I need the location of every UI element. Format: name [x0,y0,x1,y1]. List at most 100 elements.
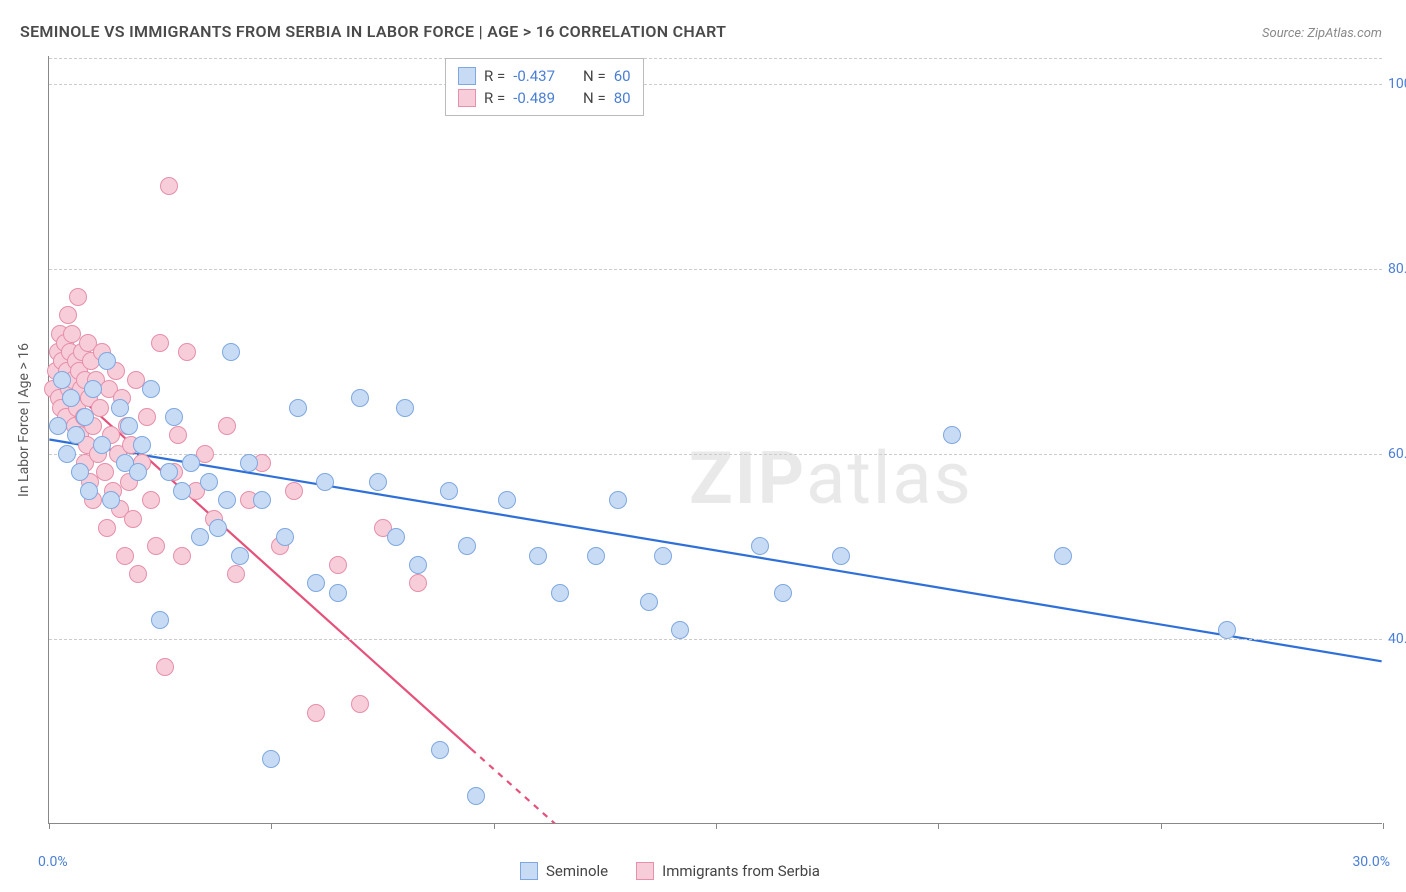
scatter-point-seminole [165,408,183,426]
legend-swatch-seminole-2 [520,862,538,880]
scatter-point-seminole [467,787,485,805]
scatter-point-seminole [387,528,405,546]
scatter-point-serbia [156,658,174,676]
scatter-point-seminole [498,491,516,509]
x-tick [938,823,939,829]
scatter-point-seminole [458,537,476,555]
scatter-point-seminole [240,454,258,472]
scatter-point-seminole [351,389,369,407]
scatter-point-seminole [80,482,98,500]
scatter-point-seminole [431,741,449,759]
scatter-point-seminole [182,454,200,472]
scatter-point-serbia [409,574,427,592]
scatter-point-seminole [231,547,249,565]
scatter-point-seminole [84,380,102,398]
watermark: ZIPatlas [689,436,973,521]
legend-r-serbia: -0.489 [513,89,555,107]
scatter-point-seminole [209,519,227,537]
legend-r-label-2: R = [484,89,505,107]
scatter-point-serbia [59,306,77,324]
scatter-point-seminole [160,463,178,481]
scatter-point-seminole [409,556,427,574]
scatter-point-seminole [142,380,160,398]
scatter-point-seminole [111,399,129,417]
legend-r-label: R = [484,67,505,85]
scatter-point-seminole [529,547,547,565]
scatter-point-serbia [329,556,347,574]
scatter-point-seminole [253,491,271,509]
scatter-point-seminole [191,528,209,546]
scatter-point-seminole [832,547,850,565]
scatter-point-seminole [71,463,89,481]
x-tick [716,823,717,829]
scatter-point-serbia [178,343,196,361]
legend-n-label: N = [583,67,606,85]
scatter-point-seminole [120,417,138,435]
scatter-point-serbia [124,510,142,528]
plot-area: ZIPatlas 40.0%60.0%80.0%100.0% [48,56,1382,824]
y-tick-label: 80.0% [1388,261,1406,277]
regression-line [471,749,626,823]
legend-n-serbia: 80 [614,89,631,107]
legend-swatch-seminole [458,67,476,85]
scatter-point-seminole [49,417,67,435]
legend-correlation: R = -0.437 N = 60 R = -0.489 N = 80 [445,58,644,116]
legend-series: Seminole Immigrants from Serbia [520,862,820,880]
scatter-point-seminole [587,547,605,565]
chart-title: SEMINOLE VS IMMIGRANTS FROM SERBIA IN LA… [20,22,726,41]
scatter-point-seminole [329,584,347,602]
scatter-point-seminole [671,621,689,639]
scatter-point-seminole [76,408,94,426]
watermark-atlas: atlas [806,436,973,521]
grid-line [49,639,1382,640]
y-tick-label: 40.0% [1388,631,1406,647]
scatter-point-seminole [53,371,71,389]
scatter-point-seminole [369,473,387,491]
legend-label-serbia: Immigrants from Serbia [662,862,820,880]
scatter-point-serbia [218,417,236,435]
scatter-point-seminole [943,426,961,444]
scatter-point-seminole [173,482,191,500]
legend-row-serbia: R = -0.489 N = 80 [458,87,631,109]
scatter-point-serbia [91,399,109,417]
scatter-point-serbia [142,491,160,509]
scatter-point-seminole [62,389,80,407]
legend-n-label-2: N = [583,89,606,107]
scatter-point-seminole [133,436,151,454]
grid-line [49,84,1382,85]
x-tick [271,823,272,829]
scatter-point-seminole [751,537,769,555]
scatter-point-seminole [1218,621,1236,639]
y-tick-label: 100.0% [1388,76,1406,92]
scatter-point-seminole [200,473,218,491]
x-tick [49,823,50,829]
regression-line [49,440,1381,662]
scatter-point-seminole [316,473,334,491]
scatter-point-serbia [98,519,116,537]
watermark-zip: ZIP [689,436,806,521]
scatter-point-seminole [396,399,414,417]
legend-row-seminole: R = -0.437 N = 60 [458,65,631,87]
grid-line [49,58,1382,59]
scatter-point-serbia [147,537,165,555]
scatter-point-serbia [129,565,147,583]
scatter-point-seminole [262,750,280,768]
scatter-point-seminole [774,584,792,602]
x-tick [1383,823,1384,829]
grid-line [49,269,1382,270]
scatter-point-seminole [307,574,325,592]
scatter-point-serbia [169,426,187,444]
legend-swatch-serbia [458,89,476,107]
y-axis-label: In Labor Force | Age > 16 [16,343,32,497]
scatter-point-seminole [218,491,236,509]
scatter-point-seminole [67,426,85,444]
x-tick [494,823,495,829]
scatter-point-seminole [640,593,658,611]
scatter-point-seminole [654,547,672,565]
scatter-point-serbia [227,565,245,583]
scatter-point-seminole [551,584,569,602]
scatter-point-serbia [69,288,87,306]
scatter-point-seminole [1054,547,1072,565]
scatter-point-seminole [289,399,307,417]
scatter-point-seminole [222,343,240,361]
